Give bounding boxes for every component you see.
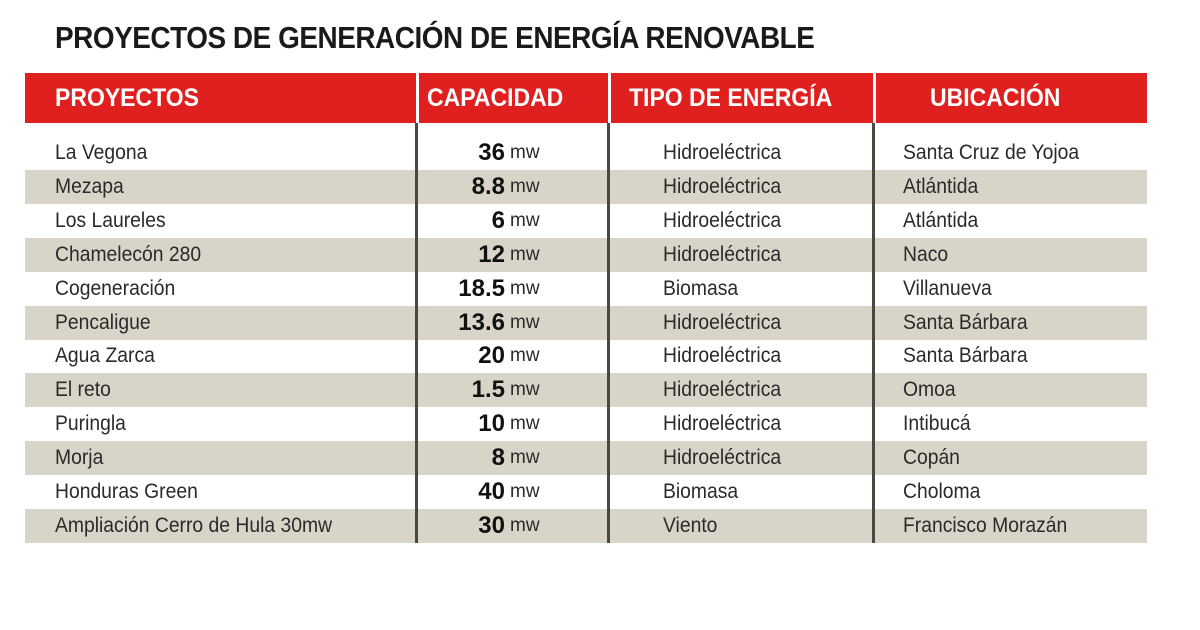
header-projects: PROYECTOS (55, 84, 200, 112)
capacity-unit: mw (510, 481, 540, 502)
project-name: Puringla (55, 412, 126, 436)
header-energy-type: TIPO DE ENERGÍA (629, 84, 833, 112)
energy-type: Hidroeléctrica (663, 446, 782, 470)
energy-type: Biomasa (663, 480, 739, 503)
capacity-value: 13.6 (458, 308, 505, 336)
energy-type: Hidroeléctrica (663, 141, 782, 164)
project-name: Morja (55, 446, 104, 470)
location: Choloma (903, 480, 981, 503)
energy-type: Hidroeléctrica (663, 412, 782, 436)
capacity-value: 18.5 (458, 274, 505, 302)
project-name: Agua Zarca (55, 344, 155, 368)
table-row: Cogeneración 18.5 mw Biomasa Villanueva (25, 272, 1147, 306)
column-divider (415, 123, 418, 543)
capacity-unit: mw (510, 413, 540, 435)
project-name: La Vegona (55, 141, 148, 164)
project-name: Mezapa (55, 174, 124, 198)
column-divider (872, 123, 875, 543)
table-row: La Vegona 36 mw Hidroeléctrica Santa Cru… (25, 136, 1147, 170)
project-name: Los Laureles (55, 208, 166, 232)
energy-type: Viento (663, 513, 718, 537)
table-row: Los Laureles 6 mw Hidroeléctrica Atlánti… (25, 204, 1147, 238)
table-row: Pencaligue 13.6 mw Hidroeléctrica Santa … (25, 305, 1147, 340)
capacity-unit: mw (510, 243, 540, 265)
capacity-value: 20 (478, 342, 505, 370)
energy-type: Hidroeléctrica (663, 208, 782, 232)
project-name: Ampliación Cerro de Hula 30mw (55, 513, 333, 537)
project-name: Chamelecón 280 (55, 242, 202, 266)
capacity-value: 1.5 (471, 376, 505, 404)
table-row: Mezapa 8.8 mw Hidroeléctrica Atlántida (25, 169, 1147, 204)
header-location: UBICACIÓN (930, 84, 1061, 112)
capacity-unit: mw (510, 514, 540, 536)
project-name: Cogeneración (55, 276, 176, 300)
capacity-unit: mw (510, 209, 540, 231)
capacity-value: 8 (491, 444, 505, 472)
location: Santa Cruz de Yojoa (903, 141, 1080, 164)
table-row: Ampliación Cerro de Hula 30mw 30 mw Vien… (25, 508, 1147, 543)
capacity-value: 36 (478, 139, 505, 166)
capacity-unit: mw (510, 379, 540, 401)
location: Atlántida (903, 174, 979, 198)
location: Omoa (903, 378, 956, 402)
capacity-value: 6 (491, 206, 505, 234)
energy-type: Hidroeléctrica (663, 344, 782, 368)
table-row: Morja 8 mw Hidroeléctrica Copán (25, 441, 1147, 476)
capacity-value: 30 (478, 511, 505, 539)
table-row: Agua Zarca 20 mw Hidroeléctrica Santa Bá… (25, 339, 1147, 373)
capacity-unit: mw (510, 311, 540, 333)
location: Naco (903, 242, 949, 266)
capacity-value: 40 (478, 478, 505, 505)
project-name: Pencaligue (55, 310, 151, 334)
project-name: Honduras Green (55, 480, 198, 503)
location: Francisco Morazán (903, 513, 1068, 537)
energy-type: Hidroeléctrica (663, 378, 782, 402)
table-row: Chamelecón 280 12 mw Hidroeléctrica Naco (25, 237, 1147, 272)
table-row: Puringla 10 mw Hidroeléctrica Intibucá (25, 407, 1147, 441)
capacity-unit: mw (510, 175, 540, 197)
header-divider (873, 73, 876, 123)
capacity-unit: mw (510, 345, 540, 367)
capacity-value: 8.8 (471, 172, 505, 200)
table-row: Honduras Green 40 mw Biomasa Choloma (25, 475, 1147, 509)
energy-type: Hidroeléctrica (663, 242, 782, 266)
project-name: El reto (55, 378, 111, 402)
location: Santa Bárbara (903, 344, 1028, 368)
capacity-unit: mw (510, 447, 540, 469)
table-row: El reto 1.5 mw Hidroeléctrica Omoa (25, 373, 1147, 408)
energy-type: Biomasa (663, 276, 739, 300)
column-divider (607, 123, 610, 543)
energy-type: Hidroeléctrica (663, 310, 782, 334)
energy-type: Hidroeléctrica (663, 174, 782, 198)
table-title: PROYECTOS DE GENERACIÓN DE ENERGÍA RENOV… (55, 20, 815, 55)
location: Atlántida (903, 208, 979, 232)
capacity-unit: mw (510, 277, 540, 299)
location: Copán (903, 446, 960, 470)
capacity-unit: mw (510, 142, 540, 163)
location: Villanueva (903, 276, 992, 300)
location: Santa Bárbara (903, 310, 1028, 334)
header-divider (416, 73, 419, 123)
capacity-value: 10 (478, 410, 505, 438)
capacity-value: 12 (478, 240, 505, 268)
header-capacity: CAPACIDAD (427, 84, 564, 112)
table-header: PROYECTOS CAPACIDAD TIPO DE ENERGÍA UBIC… (25, 73, 1147, 123)
header-divider (608, 73, 611, 123)
location: Intibucá (903, 412, 971, 436)
